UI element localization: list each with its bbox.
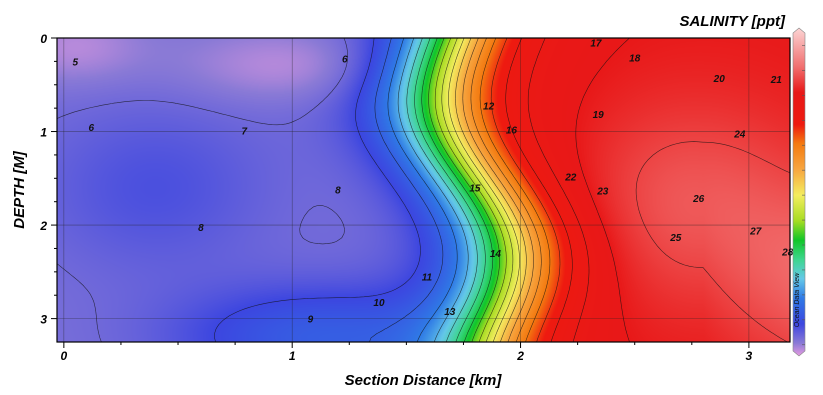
colorbar-ramp (792, 27, 806, 357)
x-axis-label: Section Distance [km] (345, 372, 503, 389)
contour-line-21 (479, 38, 551, 342)
chart-title: SALINITY [ppt] (679, 13, 786, 30)
contour-line-22 (490, 38, 561, 342)
contour-label: 24 (733, 129, 746, 140)
contour-label: 8 (335, 186, 341, 197)
plot-frame (56, 37, 791, 343)
contour-line-20 (470, 38, 542, 342)
x-tick-label: 1 (289, 349, 296, 363)
x-tick-label: 0 (61, 349, 68, 363)
contour-label: 27 (749, 227, 762, 238)
y-tick-label: 0 (40, 32, 47, 46)
y-tick-label: 2 (39, 219, 47, 233)
x-tick-label: 2 (516, 349, 524, 363)
contour-label: 20 (713, 74, 726, 85)
contour-line-26 (635, 141, 790, 342)
salinity-color-field (57, 38, 790, 342)
y-tick-label: 3 (40, 313, 47, 327)
contour-line-7 (214, 38, 421, 342)
contour-line-23 (505, 38, 573, 342)
contour-line-9 (387, 38, 458, 342)
contour-label: 6 (88, 123, 94, 134)
y-axis-label: DEPTH [M] (11, 150, 28, 228)
contour-line-25 (575, 38, 630, 342)
contour-line-15 (434, 38, 507, 342)
contour-labels: 5 6 6 7 8 8 9 10 11 12 13 14 15 16 17 18 19 20 21 22 23 24 25 2… (72, 39, 793, 326)
ocean-data-view-watermark: Ocean Data View (794, 272, 801, 327)
contour-line-14 (428, 38, 500, 342)
plot-area (57, 38, 790, 342)
contour-label: 17 (590, 39, 602, 50)
contour-line-8 (369, 38, 444, 342)
contour-label: 12 (483, 101, 495, 112)
contour-line-11 (406, 38, 478, 342)
contour-line-6 (57, 38, 348, 342)
contour-label: 21 (770, 75, 783, 86)
contour-lines (57, 38, 790, 342)
contour-label: 26 (692, 194, 705, 205)
contour-label: 16 (506, 126, 518, 137)
contour-label: 6 (342, 55, 348, 66)
contour-label: 8 (198, 223, 204, 234)
contour-line-18 (455, 38, 527, 342)
contour-label: 5 (72, 57, 78, 68)
contour-label: 7 (241, 127, 247, 138)
contour-label: 28 (781, 247, 794, 258)
contour-line-13 (421, 38, 494, 342)
contour-line-19 (462, 38, 534, 342)
contour-label: 18 (629, 54, 641, 65)
contour-label: 11 (422, 273, 433, 284)
contour-line-10 (397, 38, 469, 342)
contour-label: 22 (564, 172, 577, 183)
y-tick-label: 1 (40, 126, 47, 140)
x-tick-label: 3 (746, 349, 753, 363)
contour-label: 14 (490, 249, 502, 260)
contour-label: 19 (593, 110, 605, 121)
contour-label: 9 (308, 315, 314, 326)
contour-line-17 (448, 38, 520, 342)
contour-label: 10 (373, 298, 385, 309)
colorbar (792, 27, 806, 357)
contour-label: 25 (669, 233, 682, 244)
grid-lines (57, 37, 790, 342)
contour-label: 13 (444, 307, 456, 318)
contour-line-16 (441, 38, 514, 342)
contour-line-24 (527, 38, 590, 342)
contour-line-12 (414, 38, 486, 342)
contour-label: 23 (596, 186, 609, 197)
contour-label: 15 (469, 184, 481, 195)
